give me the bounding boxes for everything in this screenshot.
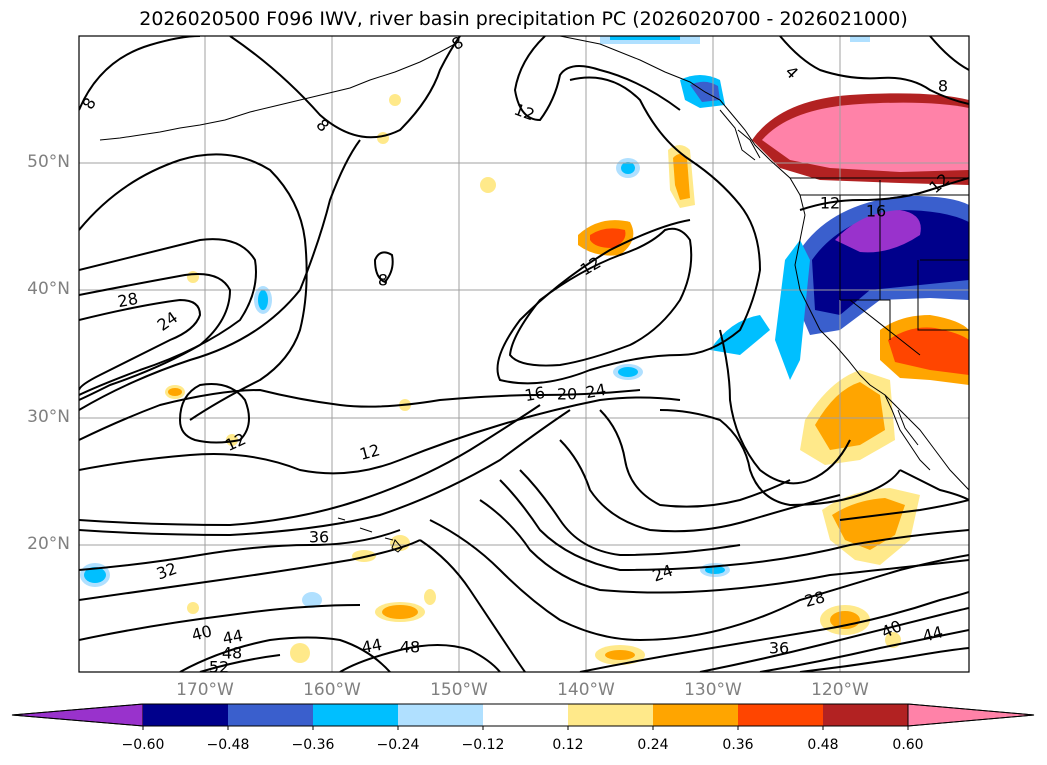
contour-label: 28: [116, 289, 139, 311]
contour-label: 48: [400, 638, 420, 657]
lat-label-30: 30°N: [27, 407, 70, 427]
contour-label: 44: [920, 622, 945, 646]
colorbar-segment: [823, 704, 908, 726]
map-frame: [78, 35, 970, 673]
coastlines: [99, 36, 969, 553]
colorbar-tick-label: −0.12: [461, 737, 505, 753]
contour-label: 12: [512, 100, 538, 125]
contour-label: 8: [938, 77, 948, 96]
lon-label-160w: 160°W: [303, 680, 361, 700]
precip-shading: [80, 36, 969, 665]
colorbar-tick-label: 0.12: [552, 737, 584, 753]
iwv-contours: [79, 36, 969, 672]
contour-label: 24: [154, 308, 182, 335]
colorbar-tick-label: −0.48: [206, 737, 250, 753]
contour-label: 4: [781, 62, 802, 83]
contour-label: 52: [209, 658, 229, 677]
contour-label: 8: [378, 271, 388, 290]
contour-label: 28: [802, 587, 827, 611]
contour-label: 36: [309, 528, 329, 547]
lat-label-20: 20°N: [27, 534, 70, 554]
contour-label: 16: [866, 202, 886, 221]
contour-label: 24: [584, 380, 607, 402]
colorbar-segment: [398, 704, 483, 726]
lat-label-50: 50°N: [27, 152, 70, 172]
contour-label: 8: [312, 115, 333, 136]
contour-label: 40: [878, 616, 904, 642]
contour-label: 40: [189, 621, 214, 645]
lat-label-40: 40°N: [27, 279, 70, 299]
lon-label-140w: 140°W: [557, 680, 615, 700]
colorbar-segment: [483, 704, 568, 726]
contour-label: 12: [820, 194, 840, 213]
lon-label-120w: 120°W: [811, 680, 869, 700]
colorbar-tick-label: 0.48: [807, 737, 839, 753]
lon-label-130w: 130°W: [684, 680, 742, 700]
contour-label: 8: [78, 94, 100, 112]
colorbar-tick-label: 0.60: [892, 737, 924, 753]
colorbar-segment: [143, 704, 228, 726]
contour-label: 48: [222, 644, 242, 663]
lon-label-170w: 170°W: [176, 680, 234, 700]
contour-label: 44: [221, 626, 244, 648]
colorbar-tick-label: 0.24: [637, 737, 669, 753]
colorbar: [11, 703, 1035, 730]
contour-label: 24: [650, 561, 676, 586]
map-title: 2026020500 F096 IWV, river basin precipi…: [139, 8, 908, 30]
colorbar-segment: [568, 704, 653, 726]
contour-label: 44: [360, 635, 383, 657]
colorbar-segment: [738, 704, 823, 726]
colorbar-extend-low: [11, 703, 144, 727]
contour-label: 20: [557, 385, 577, 404]
colorbar-tick-label: 0.36: [722, 737, 754, 753]
lon-label-150w: 150°W: [430, 680, 488, 700]
contour-label: 16: [523, 383, 546, 405]
graticule: [79, 36, 969, 672]
colorbar-segment: [228, 704, 313, 726]
colorbar-tick-label: −0.60: [121, 737, 165, 753]
contour-label: 12: [357, 440, 382, 464]
colorbar-segment: [653, 704, 738, 726]
colorbar-extend-high: [907, 703, 1035, 727]
colorbar-tick-label: −0.24: [376, 737, 420, 753]
contour-label: 36: [769, 639, 789, 658]
colorbar-segment: [313, 704, 398, 726]
colorbar-tick-label: −0.36: [291, 737, 335, 753]
